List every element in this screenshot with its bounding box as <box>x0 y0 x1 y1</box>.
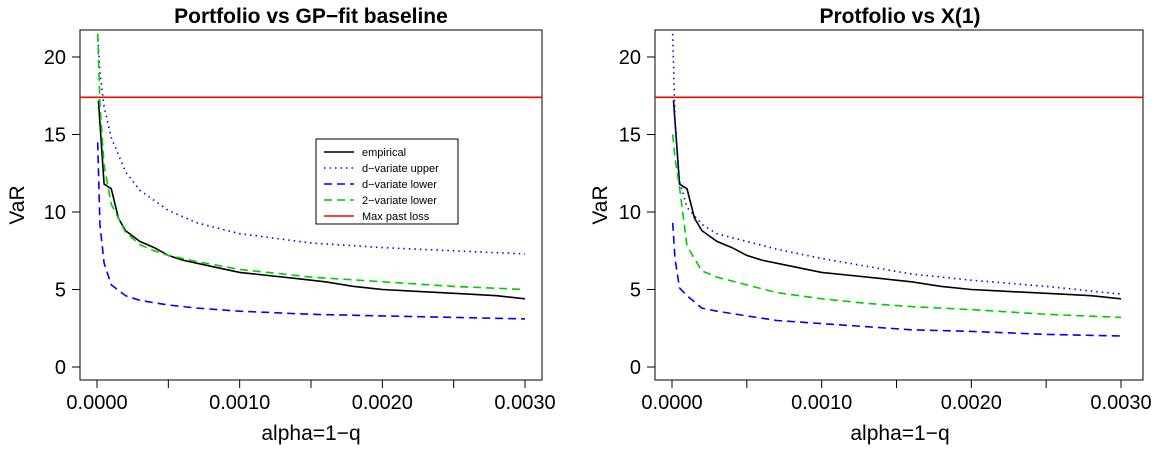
series-line-series-dashed-0000ff <box>671 222 1122 337</box>
y-tick-label: 10 <box>44 202 66 224</box>
axis-ticks: 0.0000 0.0010 0.0020 0.0030 0 5 10 15 20 <box>44 47 556 414</box>
chart-panel-1: Portfolio vs GP−fit baseline 0.0000 0.001… <box>6 5 556 445</box>
series-line-d-variate-lower <box>96 142 526 320</box>
chart-panel-2: Protfolio vs X(1) 0.0000 0.0010 0.0020 0.00… <box>589 5 1152 445</box>
series-line-d-variate-upper <box>96 33 526 255</box>
legend-label: d−variate upper <box>362 163 439 175</box>
y-tick-label: 5 <box>55 280 66 302</box>
legend-box <box>315 138 459 225</box>
series-layer <box>80 33 542 320</box>
y-axis-label: VaR <box>589 185 612 224</box>
y-tick-label: 0 <box>630 357 641 379</box>
series-line-empirical <box>97 100 526 300</box>
y-tick-label: 15 <box>44 125 66 147</box>
y-tick-label: 10 <box>619 202 641 224</box>
y-tick-label: 0 <box>55 357 66 379</box>
legend: empirical d−variate upper d−variate lower 2… <box>315 138 459 225</box>
plot-frame <box>79 29 543 381</box>
chart-title: Protfolio vs X(1) <box>819 5 980 28</box>
x-tick-label: 0.0000 <box>641 392 702 414</box>
x-tick-label: 0.0020 <box>352 392 413 414</box>
series-line-2-variate-lower <box>96 33 526 291</box>
legend-label: empirical <box>362 147 406 159</box>
chart-title: Portfolio vs GP−fit baseline <box>174 5 448 28</box>
series-line-series-dotted-0000ff <box>671 33 1122 295</box>
legend-items: empirical d−variate upper d−variate lower 2… <box>324 147 439 223</box>
axis-ticks: 0.0000 0.0010 0.0020 0.0030 0 5 10 15 20 <box>619 47 1152 414</box>
y-tick-label: 15 <box>619 125 641 147</box>
plot-frame <box>654 29 1144 381</box>
x-tick-label: 0.0010 <box>791 392 852 414</box>
legend-label: Max past loss <box>362 211 430 223</box>
x-axis-label: alpha=1−q <box>261 422 360 445</box>
y-tick-label: 5 <box>630 280 641 302</box>
x-tick-label: 0.0010 <box>209 392 270 414</box>
y-tick-label: 20 <box>619 47 641 69</box>
series-line-series-solid-000000 <box>672 100 1122 300</box>
series-line-series-dashed-00cc00 <box>671 134 1122 319</box>
x-tick-label: 0.0030 <box>494 392 555 414</box>
x-tick-label: 0.0030 <box>1090 392 1151 414</box>
x-tick-label: 0.0000 <box>66 392 127 414</box>
x-tick-label: 0.0020 <box>941 392 1002 414</box>
y-tick-label: 20 <box>44 47 66 69</box>
x-axis-label: alpha=1−q <box>850 422 949 445</box>
series-layer <box>655 33 1143 337</box>
legend-label: d−variate lower <box>362 179 437 191</box>
y-axis-label: VaR <box>6 185 29 224</box>
legend-label: 2−variate lower <box>362 195 437 207</box>
